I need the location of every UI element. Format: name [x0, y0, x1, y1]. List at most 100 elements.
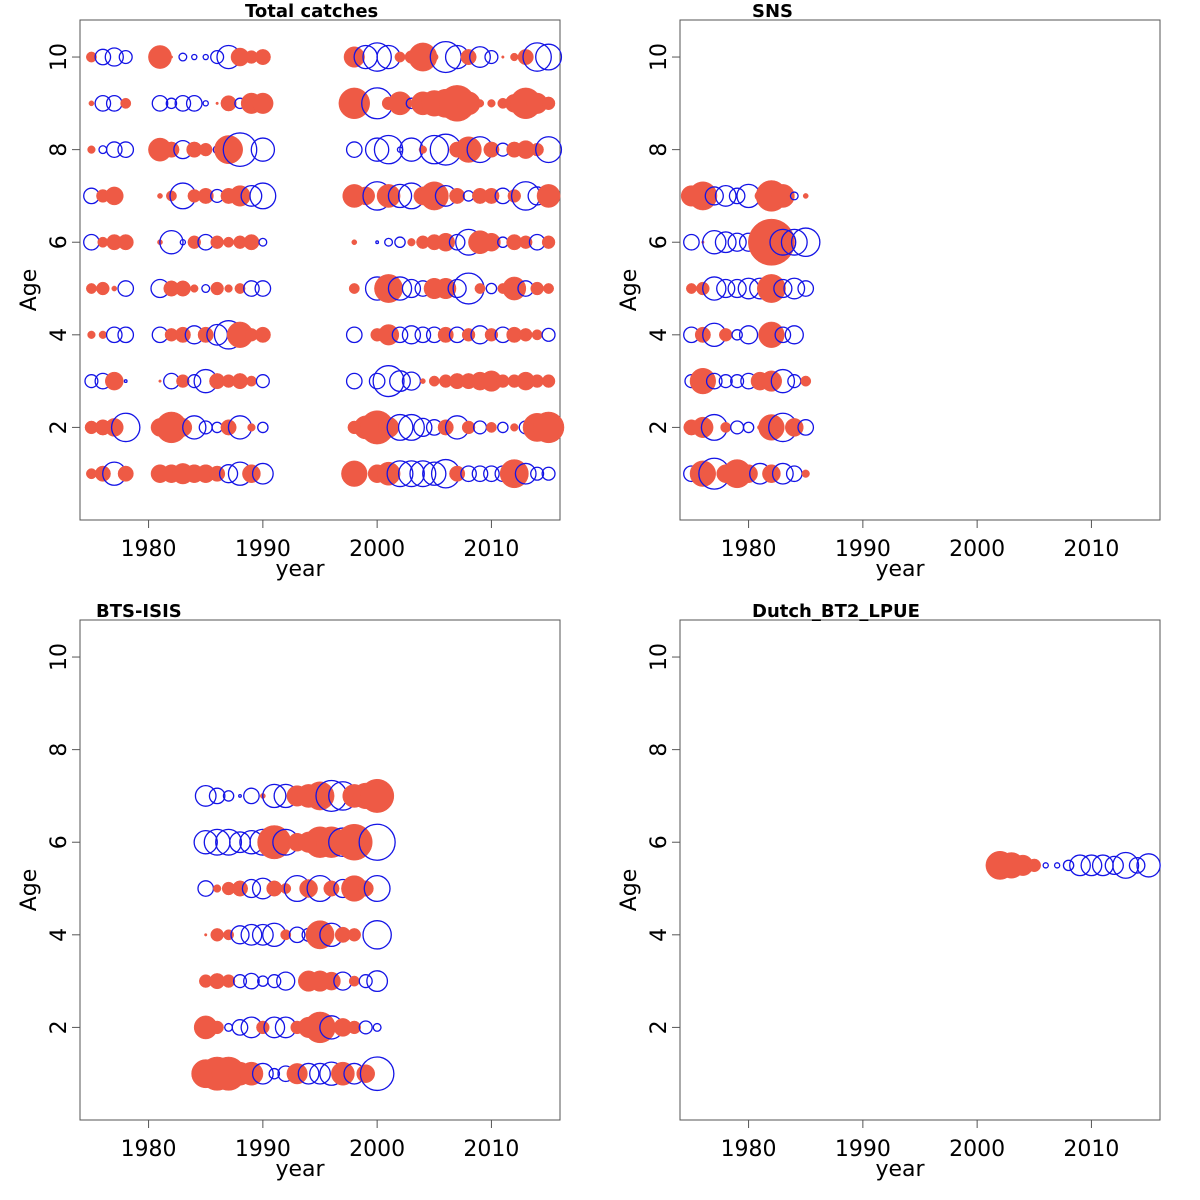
- negative-residual-bubble: [230, 925, 250, 945]
- y-tick-label: 6: [47, 835, 72, 849]
- positive-residual-bubble: [430, 52, 439, 62]
- negative-residual-bubble: [742, 421, 755, 434]
- positive-residual-bubble: [239, 1061, 264, 1086]
- positive-residual-bubble: [117, 234, 134, 251]
- plot-frame: [679, 619, 1161, 1121]
- negative-residual-bubble: [276, 971, 296, 991]
- x-tick-label: 2000: [949, 537, 1005, 562]
- negative-residual-bubble: [387, 183, 413, 209]
- plot-frame: [679, 19, 1161, 521]
- negative-residual-bubble: [366, 970, 389, 993]
- negative-residual-bubble: [535, 43, 563, 71]
- positive-residual-bubble: [351, 239, 358, 246]
- x-axis-label: year: [275, 557, 325, 582]
- positive-residual-bubble: [232, 880, 248, 897]
- negative-residual-bubble: [258, 237, 268, 247]
- negative-residual-bubble: [364, 137, 390, 162]
- x-tick-label: 1980: [121, 537, 177, 562]
- panel-4: Dutch_BT2_LPUE 1980 1990 2000 2010 2 4 6 8 10 year…: [617, 601, 1161, 1182]
- negative-residual-bubble: [728, 187, 746, 205]
- positive-residual-bubble: [280, 929, 292, 941]
- negative-residual-bubble: [447, 278, 467, 299]
- y-tick-label: 2: [647, 1020, 672, 1034]
- x-tick-label: 2000: [349, 537, 405, 562]
- positive-residual-bubble: [242, 464, 261, 483]
- positive-residual-bubble: [299, 879, 318, 898]
- y-tick-label: 4: [647, 328, 672, 342]
- y-tick-label: 4: [647, 928, 672, 942]
- negative-residual-bubble: [262, 783, 287, 809]
- positive-residual-bubble: [169, 55, 173, 59]
- positive-residual-bubble: [234, 283, 246, 294]
- positive-residual-bubble: [221, 974, 236, 988]
- x-tick-label: 1990: [835, 1137, 891, 1162]
- negative-residual-bubble: [178, 52, 188, 62]
- panel-title: BTS-ISIS: [96, 601, 182, 622]
- positive-residual-bubble: [176, 374, 190, 388]
- positive-residual-bubble: [210, 235, 224, 249]
- negative-residual-bubble: [84, 374, 99, 389]
- negative-residual-bubble: [345, 326, 363, 344]
- positive-residual-bubble: [757, 274, 786, 303]
- negative-residual-bubble: [240, 184, 263, 207]
- negative-residual-bubble: [202, 100, 209, 107]
- negative-residual-bubble: [215, 828, 243, 856]
- negative-residual-bubble: [174, 94, 192, 112]
- positive-residual-bubble: [758, 321, 785, 348]
- positive-residual-bubble: [487, 99, 496, 108]
- negative-residual-bubble: [522, 42, 552, 72]
- positive-residual-bubble: [541, 374, 556, 388]
- negative-residual-bubble: [727, 232, 747, 252]
- negative-residual-bubble: [241, 878, 262, 899]
- x-axis-label: year: [875, 557, 925, 582]
- negative-residual-bubble: [159, 230, 184, 255]
- positive-residual-bubble: [213, 884, 222, 893]
- negative-residual-bubble: [263, 1016, 286, 1039]
- negative-residual-bubble: [702, 230, 727, 255]
- x-tick-label: 2000: [949, 1137, 1005, 1162]
- negative-residual-bubble: [251, 923, 274, 946]
- positive-residual-bubble: [461, 328, 476, 342]
- positive-residual-bubble: [105, 186, 124, 206]
- positive-residual-bubble: [220, 95, 237, 112]
- positive-residual-bubble: [224, 284, 233, 293]
- y-tick-label: 6: [647, 835, 672, 849]
- positive-residual-bubble: [460, 49, 477, 66]
- negative-residual-bubble: [731, 329, 743, 341]
- y-tick-label: 2: [47, 420, 72, 434]
- x-tick-label: 1990: [835, 537, 891, 562]
- y-tick-label: 6: [47, 235, 72, 249]
- negative-residual-bubble: [702, 276, 727, 301]
- negative-residual-bubble: [1062, 859, 1075, 872]
- negative-residual-bubble: [118, 49, 133, 65]
- negative-residual-bubble: [784, 325, 804, 345]
- positive-residual-bubble: [341, 460, 368, 487]
- negative-residual-bubble: [362, 42, 392, 72]
- negative-residual-bubble: [105, 326, 123, 344]
- negative-residual-bubble: [714, 184, 737, 207]
- negative-residual-bubble: [683, 233, 700, 251]
- negative-residual-bubble: [224, 1022, 234, 1032]
- y-axis-label: Age: [17, 269, 42, 312]
- positive-residual-bubble: [148, 45, 172, 69]
- negative-residual-bubble: [257, 421, 269, 434]
- bubble-layer: [985, 850, 1161, 880]
- negative-residual-bubble: [218, 464, 239, 484]
- bubble-layer: [680, 180, 821, 490]
- positive-residual-bubble: [541, 235, 556, 249]
- positive-residual-bubble: [88, 100, 95, 107]
- y-tick-label: 2: [647, 420, 672, 434]
- positive-residual-bubble: [1027, 858, 1041, 873]
- positive-residual-bubble: [517, 49, 534, 66]
- negative-residual-bubble: [1053, 862, 1061, 869]
- negative-residual-bubble: [151, 94, 169, 112]
- negative-residual-bubble: [730, 420, 745, 435]
- negative-residual-bubble: [773, 278, 793, 299]
- positive-residual-bubble: [347, 928, 361, 942]
- positive-residual-bubble: [323, 880, 340, 897]
- negative-residual-bubble: [94, 94, 112, 112]
- negative-residual-bubble: [104, 47, 124, 67]
- negative-residual-bubble: [182, 415, 207, 440]
- negative-residual-bubble: [98, 145, 108, 155]
- negative-residual-bubble: [288, 926, 306, 944]
